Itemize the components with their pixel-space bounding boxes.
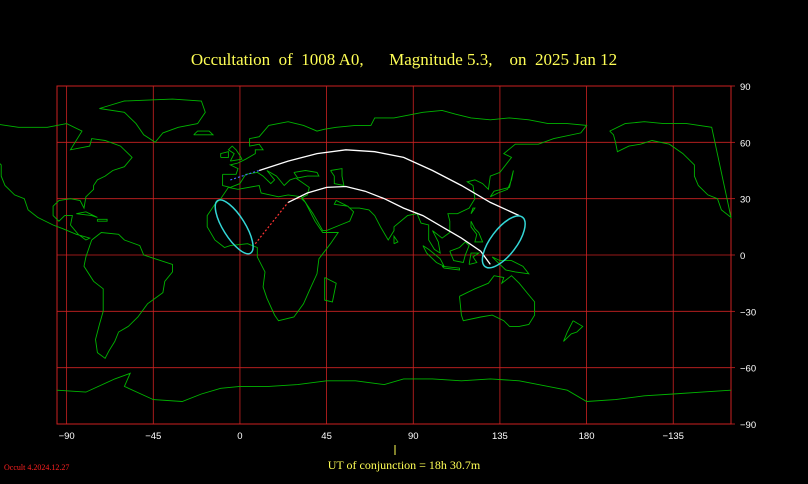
lat-tick-label: −60: [740, 364, 756, 375]
southern-limit-line: [287, 185, 491, 265]
coastline: [459, 275, 536, 327]
coastline: [96, 218, 108, 222]
coastline: [193, 130, 215, 136]
lat-tick-label: 90: [740, 82, 751, 93]
coastlines: [0, 98, 732, 402]
coastline: [489, 170, 514, 198]
lon-tick-label: 45: [321, 431, 332, 442]
coastline: [220, 151, 229, 158]
coastline: [324, 277, 337, 303]
coastline: [56, 372, 732, 402]
lat-tick-label: −90: [740, 420, 756, 431]
lat-tick-label: 60: [740, 138, 751, 149]
grid-layer: [56, 85, 735, 425]
coastline: [293, 170, 320, 179]
lon-tick-label: 90: [408, 431, 419, 442]
lon-tick-label: 0: [237, 431, 242, 442]
coastline: [491, 256, 530, 275]
coastline: [206, 184, 340, 322]
lat-tick-label: −30: [740, 307, 756, 318]
coastline: [470, 220, 484, 243]
lon-tick-label: −45: [145, 431, 161, 442]
coastline: [393, 234, 399, 245]
east-end-ellipse: [481, 215, 526, 269]
coastline: [330, 168, 345, 187]
axis-ticks: −90 −45 0 45 90 135 180 −135 90 60 30 0 −30 −60 −90: [59, 82, 757, 442]
conjunction-time: UT of conjunction = 18h 30.7m: [327, 458, 481, 472]
map-title: Occultation of 1008 A0, Magnitude 5.3, o…: [190, 50, 618, 69]
lat-tick-label: 30: [740, 195, 751, 206]
coastline: [609, 121, 732, 219]
coastline: [468, 252, 481, 265]
lat-tick-label: 0: [740, 251, 745, 262]
lon-tick-label: 180: [579, 431, 595, 442]
lon-tick-label: −90: [59, 431, 75, 442]
coastline: [563, 320, 584, 342]
coastline: [83, 232, 173, 359]
coastline: [227, 145, 243, 162]
coastline: [222, 109, 588, 255]
software-version: Occult 4.2024.12.27: [4, 463, 70, 472]
northern-limit-line: [258, 149, 520, 217]
occultation-path: [214, 149, 526, 269]
coastline: [0, 123, 133, 241]
coastline: [470, 207, 476, 214]
coastline: [449, 241, 470, 264]
lon-tick-label: −135: [663, 431, 684, 442]
daylight-segment: [254, 202, 289, 245]
daylight-segment: [230, 169, 260, 181]
lon-tick-label: 135: [492, 431, 508, 442]
west-end-ellipse: [214, 199, 254, 255]
coastline: [99, 98, 206, 143]
coastline: [441, 265, 460, 271]
coastline: [76, 211, 98, 218]
